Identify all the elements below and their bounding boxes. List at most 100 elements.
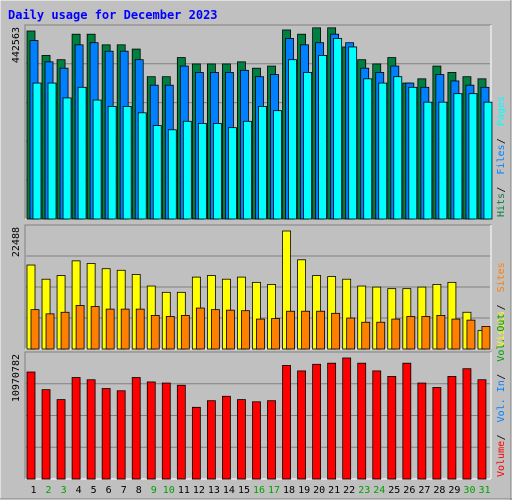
legend-item-sites: Sites bbox=[496, 262, 507, 292]
bar-sites-day-18 bbox=[286, 310, 295, 350]
bar-pages-day-14 bbox=[228, 127, 237, 220]
bar-volume-day-20 bbox=[312, 363, 322, 480]
y-axis-max-label: 22488 bbox=[11, 227, 22, 257]
bar-pages-day-5 bbox=[92, 99, 102, 220]
x-tick-label-day-8: 8 bbox=[136, 485, 142, 496]
x-tick-label-day-10: 10 bbox=[163, 485, 175, 496]
legend-item-vol-out: Vol. Out bbox=[496, 314, 507, 362]
bar-pages-day-19 bbox=[303, 72, 312, 220]
bar-sites-day-16 bbox=[256, 318, 265, 350]
bar-volume-day-23 bbox=[357, 362, 367, 480]
legend-item-visits: Visits bbox=[496, 311, 507, 347]
bar-volume-day-10 bbox=[161, 382, 171, 480]
bar-volume-day-30 bbox=[462, 368, 472, 480]
bar-volume-day-19 bbox=[297, 370, 306, 480]
x-tick-label-day-19: 19 bbox=[298, 485, 310, 496]
bar-pages-day-11 bbox=[182, 120, 192, 220]
bar-pages-day-17 bbox=[273, 110, 282, 220]
bar-sites-day-31 bbox=[481, 326, 491, 350]
bar-sites-day-4 bbox=[75, 305, 85, 350]
legend-item-files: Files bbox=[496, 144, 507, 174]
bar-volume-day-31 bbox=[477, 379, 487, 480]
x-tick-label-day-24: 24 bbox=[373, 485, 385, 496]
chart-title: Daily usage for December 2023 bbox=[8, 8, 218, 22]
bar-pages-day-30 bbox=[468, 93, 478, 220]
bar-sites-day-11 bbox=[180, 315, 190, 350]
x-tick-label-day-4: 4 bbox=[76, 485, 82, 496]
x-tick-label-day-1: 1 bbox=[31, 485, 37, 496]
bar-volume-day-26 bbox=[402, 362, 412, 480]
bar-sites-day-23 bbox=[361, 321, 371, 350]
bar-pages-day-10 bbox=[167, 129, 177, 220]
bar-sites-day-1 bbox=[30, 309, 40, 350]
bar-sites-day-24 bbox=[376, 321, 386, 350]
x-tick-label-day-17: 17 bbox=[268, 485, 280, 496]
x-tick-label-day-18: 18 bbox=[283, 485, 295, 496]
bar-sites-day-25 bbox=[391, 318, 401, 350]
bar-sites-day-22 bbox=[346, 317, 356, 350]
bar-pages-day-25 bbox=[393, 76, 403, 220]
legend-hits-files-pages: Hits / Files / Pages bbox=[496, 96, 507, 217]
x-tick-label-day-11: 11 bbox=[178, 485, 190, 496]
x-tick-label-day-25: 25 bbox=[388, 485, 400, 496]
legend-separator: / bbox=[496, 434, 507, 440]
bar-pages-day-20 bbox=[318, 55, 328, 220]
bar-pages-day-9 bbox=[152, 125, 162, 220]
bar-pages-day-15 bbox=[243, 120, 252, 220]
bar-pages-day-31 bbox=[483, 101, 493, 220]
bar-sites-day-27 bbox=[421, 316, 431, 350]
x-tick-label-day-9: 9 bbox=[151, 485, 157, 496]
x-tick-label-day-23: 23 bbox=[358, 485, 370, 496]
y-axis-max-label: 442563 bbox=[11, 27, 22, 63]
x-tick-label-day-13: 13 bbox=[208, 485, 220, 496]
bar-volume-day-13 bbox=[206, 400, 216, 480]
x-tick-label-day-30: 30 bbox=[463, 485, 475, 496]
bar-sites-day-7 bbox=[120, 308, 130, 350]
bar-pages-day-12 bbox=[197, 123, 207, 220]
bar-sites-day-14 bbox=[226, 309, 235, 350]
bar-pages-day-28 bbox=[438, 101, 448, 220]
y-axis-max-label: 10970782 bbox=[11, 354, 22, 402]
x-tick-label-day-15: 15 bbox=[238, 485, 250, 496]
bar-sites-day-26 bbox=[406, 316, 416, 350]
x-tick-label-day-21: 21 bbox=[328, 485, 340, 496]
bar-sites-day-5 bbox=[90, 306, 100, 350]
bar-volume-day-3 bbox=[56, 399, 66, 480]
x-tick-label-day-20: 20 bbox=[313, 485, 325, 496]
x-tick-label-day-3: 3 bbox=[61, 485, 67, 496]
bar-sites-day-9 bbox=[150, 315, 160, 350]
x-axis-day-labels: 1 2 3 4 5 6 7 8 9 10 11 12 13 14 15 16 17 18 19 20 21 22 23 24 2… bbox=[31, 485, 491, 496]
legend-item-vol-in: Vol. In bbox=[496, 380, 507, 422]
bar-pages-day-21 bbox=[333, 38, 343, 220]
bar-sites-day-29 bbox=[451, 318, 461, 350]
bar-volume-day-8 bbox=[131, 377, 141, 480]
bar-volume-day-24 bbox=[372, 370, 382, 480]
bar-pages-day-4 bbox=[77, 86, 87, 220]
x-tick-label-day-29: 29 bbox=[448, 485, 460, 496]
legend-separator: / bbox=[496, 304, 507, 310]
legend-separator: / bbox=[496, 187, 507, 193]
bar-pages-day-18 bbox=[288, 59, 297, 220]
bar-sites-day-21 bbox=[331, 312, 341, 350]
bar-pages-day-13 bbox=[212, 123, 222, 220]
bar-pages-day-2 bbox=[47, 82, 57, 220]
bar-pages-day-8 bbox=[137, 112, 147, 220]
x-tick-label-day-2: 2 bbox=[46, 485, 52, 496]
bar-sites-day-28 bbox=[436, 315, 446, 350]
panel-visits-sites: 22488 Visits / Sites bbox=[11, 224, 507, 350]
x-tick-label-day-26: 26 bbox=[403, 485, 415, 496]
bar-pages-day-3 bbox=[62, 97, 72, 220]
bar-sites-day-12 bbox=[195, 307, 205, 350]
x-tick-label-day-5: 5 bbox=[91, 485, 97, 496]
bar-pages-day-22 bbox=[348, 46, 358, 220]
bar-sites-day-6 bbox=[105, 308, 115, 350]
legend-separator: / bbox=[496, 374, 507, 380]
bar-sites-day-10 bbox=[165, 316, 175, 350]
bar-sites-day-2 bbox=[45, 313, 55, 350]
bar-pages-day-16 bbox=[258, 106, 267, 220]
bar-pages-day-6 bbox=[107, 106, 117, 220]
panel-volume: 10970782 Volume / Vol. In / Vol. Out bbox=[11, 314, 507, 480]
legend-item-pages: Pages bbox=[496, 96, 507, 126]
bar-volume-day-17 bbox=[267, 400, 276, 480]
